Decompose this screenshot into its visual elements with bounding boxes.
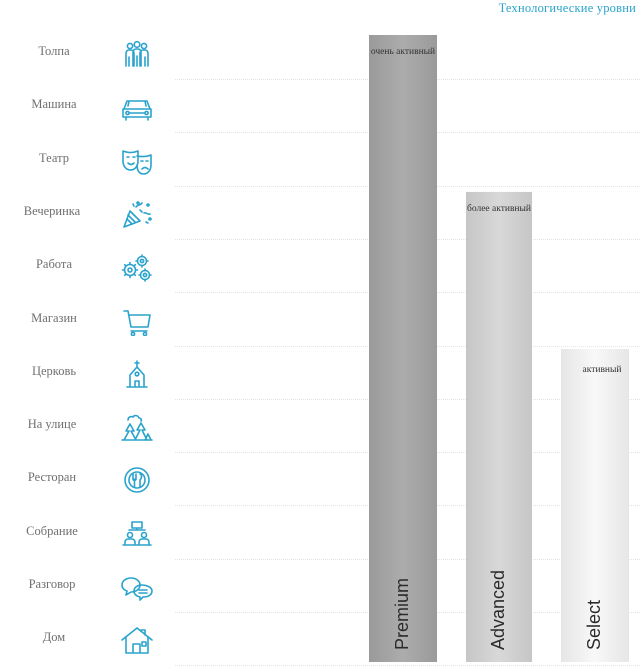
church-icon bbox=[118, 359, 156, 389]
car-icon-svg bbox=[122, 100, 152, 122]
row-label: Машина bbox=[31, 97, 77, 112]
chart-title: Технологические уровни bbox=[498, 1, 636, 15]
bar-select: активный Select bbox=[561, 348, 629, 662]
outdoor-trees-icon-svg bbox=[121, 414, 153, 441]
bar-series-name: Premium bbox=[392, 577, 412, 650]
theater-masks-icon-svg bbox=[122, 149, 152, 175]
crowd-icon bbox=[118, 39, 156, 69]
outdoor-trees-icon bbox=[118, 412, 156, 442]
shopping-cart-icon-svg bbox=[123, 309, 151, 336]
row-label: Разговор bbox=[28, 577, 76, 591]
row-label: На улице bbox=[27, 417, 77, 432]
row-label: Церковь bbox=[31, 363, 77, 378]
bar-level-label: активный bbox=[582, 364, 622, 375]
bar-level-label: очень активный bbox=[370, 47, 436, 57]
theater-masks-icon bbox=[118, 146, 156, 176]
church-icon-svg bbox=[126, 359, 148, 388]
bar-premium: очень активный Premium bbox=[369, 35, 437, 662]
row-label: Магазин bbox=[31, 310, 77, 325]
row-label: Толпа bbox=[38, 44, 70, 58]
gears-icon bbox=[118, 252, 156, 282]
conversation-icon bbox=[118, 572, 156, 602]
restaurant-icon-svg bbox=[124, 467, 150, 494]
row-label: Ресторан bbox=[27, 470, 77, 485]
row-label: Собрание bbox=[26, 523, 78, 538]
shopping-cart-icon bbox=[118, 306, 156, 336]
bar-advanced: более активный Advanced bbox=[466, 191, 532, 662]
party-popper-icon bbox=[118, 199, 156, 229]
bar-level-label: более активный bbox=[467, 203, 531, 214]
conversation-icon-svg bbox=[121, 577, 153, 601]
gears-icon-svg bbox=[121, 254, 152, 282]
meeting-icon bbox=[118, 519, 156, 549]
row-label: Вечеринка bbox=[23, 203, 81, 218]
row-label: Работа bbox=[35, 257, 73, 272]
restaurant-icon bbox=[118, 465, 156, 495]
bar-series-name: Select bbox=[584, 599, 604, 650]
home-icon-svg bbox=[121, 627, 153, 655]
bar-series-name: Advanced bbox=[488, 569, 508, 650]
home-icon bbox=[118, 625, 156, 655]
row-label: Дом bbox=[42, 630, 66, 645]
row-label: Театр bbox=[39, 150, 69, 165]
car-icon bbox=[118, 92, 156, 122]
party-popper-icon-svg bbox=[123, 201, 152, 228]
crowd-icon-svg bbox=[125, 40, 149, 67]
meeting-icon-svg bbox=[122, 520, 152, 546]
